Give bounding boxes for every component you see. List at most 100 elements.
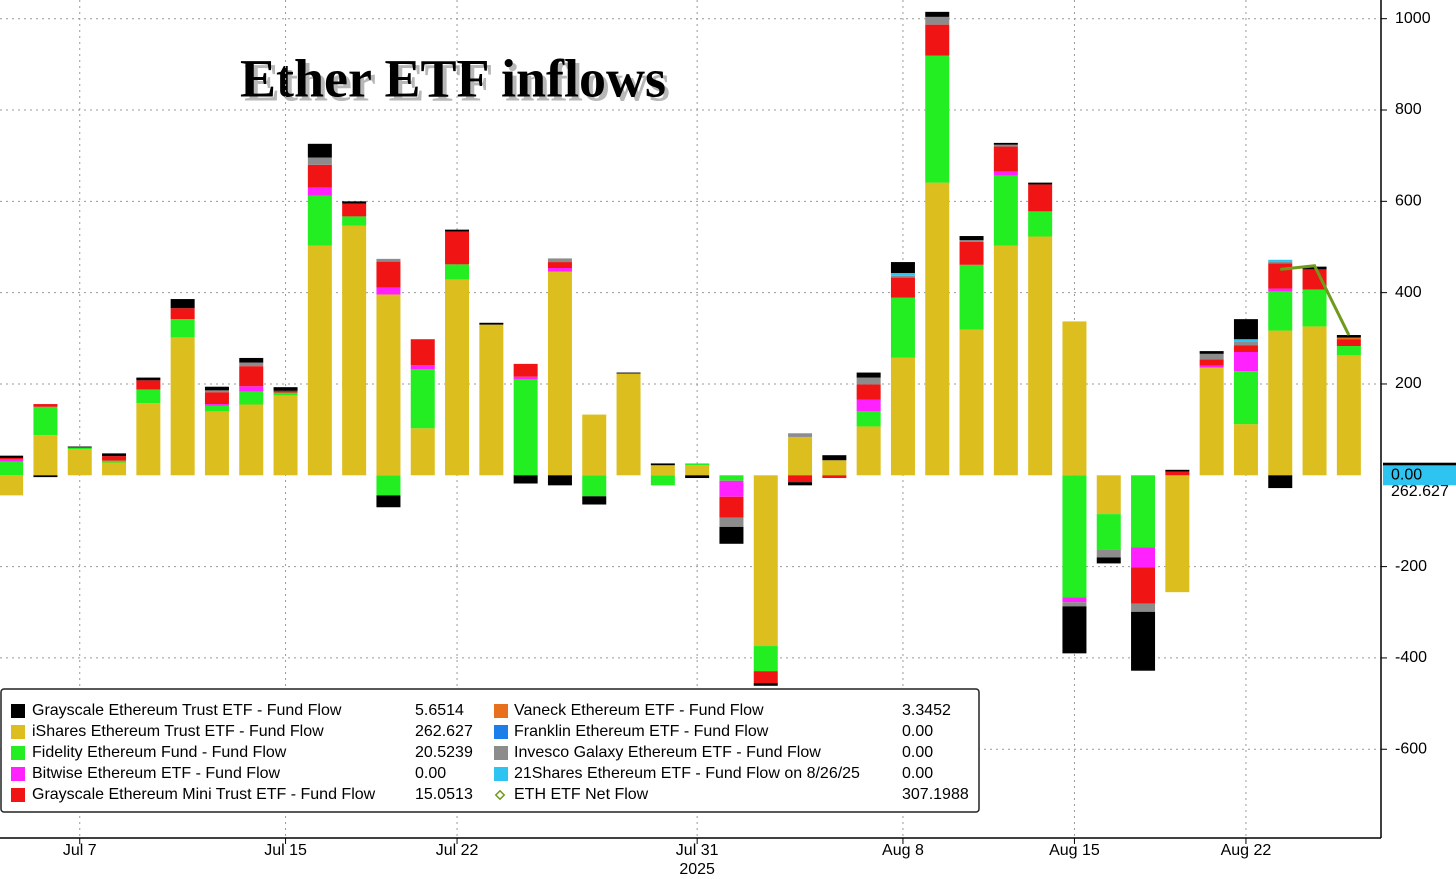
bar-segment xyxy=(1302,326,1327,476)
legend-box xyxy=(0,688,980,813)
bar-segment xyxy=(1233,319,1258,340)
bar-segment xyxy=(0,455,24,458)
bar-segment xyxy=(342,216,367,226)
x-tick-label: Aug 22 xyxy=(1221,842,1272,859)
bar-segment xyxy=(1233,345,1258,353)
bar-segment xyxy=(856,399,881,412)
bar-segment xyxy=(376,261,401,288)
bar-segment xyxy=(445,264,470,280)
bar-segment xyxy=(1199,359,1224,366)
legend-label: Invesco Galaxy Ethereum ETF - Fund Flow xyxy=(514,744,821,761)
bar-segment xyxy=(1028,182,1053,185)
net-flow-line xyxy=(1280,264,1351,336)
bar-segment xyxy=(719,526,744,544)
bar-segment xyxy=(273,387,298,391)
value-tag-box xyxy=(1383,481,1456,502)
bar-segment xyxy=(67,449,92,476)
bar-segment xyxy=(1199,353,1224,360)
bar-segment xyxy=(1062,475,1087,598)
bar-segment xyxy=(170,337,195,476)
bar-segment xyxy=(925,16,950,25)
bar-segment xyxy=(0,461,24,476)
legend-label: 21Shares Ethereum ETF - Fund Flow on 8/2… xyxy=(514,765,860,782)
legend-swatch xyxy=(494,704,508,718)
x-tick-label: Jul 22 xyxy=(436,842,479,859)
bar-segment xyxy=(1028,184,1053,212)
bar-segment xyxy=(822,455,847,461)
value-tag: 0.00 xyxy=(1383,465,1456,486)
bar-segment xyxy=(959,240,984,242)
legend-label: Vaneck Ethereum ETF - Fund Flow xyxy=(514,702,764,719)
bar-segment xyxy=(1336,335,1361,338)
legend-swatch xyxy=(11,788,25,802)
bar-segment xyxy=(1096,475,1121,515)
bar-segment xyxy=(1268,288,1293,292)
bar-segment xyxy=(719,517,744,527)
bar-segment xyxy=(1165,471,1190,476)
bar-segment xyxy=(753,671,778,684)
bar-segment xyxy=(959,329,984,476)
bar-segment xyxy=(1302,269,1327,290)
bar-segment xyxy=(445,279,470,476)
bar-segment xyxy=(993,245,1018,476)
bar-segment xyxy=(582,475,607,497)
bar-segment xyxy=(788,475,813,483)
bar-segment xyxy=(719,480,744,497)
bar-segment xyxy=(273,395,298,476)
bar-segment xyxy=(239,366,264,387)
bar-segment xyxy=(1268,259,1293,262)
bar-segment xyxy=(1096,549,1121,558)
bar-segment xyxy=(719,496,744,518)
bar-segment xyxy=(993,144,1018,147)
bar-segment xyxy=(513,475,538,484)
bar-segment xyxy=(376,287,401,295)
bar-segment xyxy=(1131,567,1156,604)
bar-segment xyxy=(1165,469,1190,472)
bar-segment xyxy=(307,143,332,158)
bar-segment xyxy=(993,171,1018,176)
bar-segment xyxy=(890,357,915,476)
legend-swatch xyxy=(494,725,508,739)
bar-segment xyxy=(239,404,264,476)
bar-segment xyxy=(204,405,229,412)
x-tick-label: Jul 15 xyxy=(264,842,307,859)
bar-segment xyxy=(342,201,367,204)
legend-value: 0.00 xyxy=(902,723,933,740)
legend-label: Grayscale Ethereum Mini Trust ETF - Fund… xyxy=(32,786,376,803)
bar-segment xyxy=(1028,236,1053,476)
bar-segment xyxy=(479,322,504,325)
bar-segment xyxy=(307,245,332,476)
bar-segment xyxy=(1233,339,1258,342)
bar-segment xyxy=(890,275,915,278)
bar-segment xyxy=(273,392,298,396)
bar-segment xyxy=(1233,341,1258,346)
bar-segment xyxy=(582,414,607,476)
bar-segment xyxy=(856,426,881,476)
bar-segment xyxy=(67,446,92,448)
bar-segment xyxy=(342,225,367,476)
y-tick-label: 400 xyxy=(1395,284,1422,301)
bar-segment xyxy=(822,460,847,476)
bar-segment xyxy=(547,267,572,272)
bar-segment xyxy=(1336,339,1361,347)
bar-segment xyxy=(890,273,915,276)
bar-segment xyxy=(342,203,367,217)
bar-segment xyxy=(307,187,332,196)
legend-value: 307.1988 xyxy=(902,786,969,803)
bar-segment xyxy=(376,294,401,476)
bar-segment xyxy=(547,475,572,486)
bar-segment xyxy=(1233,352,1258,372)
bar-segment xyxy=(650,475,675,486)
legend-swatch xyxy=(11,704,25,718)
bar-segment xyxy=(890,277,915,298)
bar-segment xyxy=(33,404,58,407)
bar-segment xyxy=(33,435,58,476)
bar-segment xyxy=(650,465,675,476)
value-tag-label: 0.00 xyxy=(1391,467,1422,484)
bar-segment xyxy=(102,456,127,461)
bar-segment xyxy=(239,362,264,367)
legend-label: Franklin Ethereum ETF - Fund Flow xyxy=(514,723,769,740)
bar-segment xyxy=(856,372,881,378)
bar-segment xyxy=(856,411,881,427)
